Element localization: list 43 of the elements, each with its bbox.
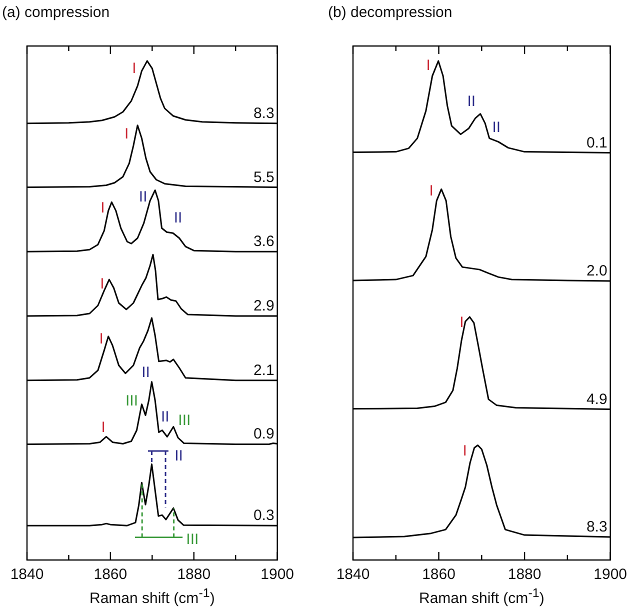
x-tick-label: 1860 xyxy=(94,566,128,584)
x-tick-label: 1880 xyxy=(508,566,542,584)
series-label: 2.9 xyxy=(253,298,274,315)
annotation: I xyxy=(132,60,136,78)
x-tick-label: 1860 xyxy=(422,566,456,584)
x-tick-label: 1900 xyxy=(260,566,294,584)
annotation: I xyxy=(100,276,104,293)
annotation: II xyxy=(174,447,183,464)
chart-title: (a) compression xyxy=(2,4,110,21)
annotation: I xyxy=(124,125,129,142)
annotation: II xyxy=(161,408,170,426)
annotation: I xyxy=(100,199,105,216)
series-label: 4.9 xyxy=(586,390,608,408)
series-label: 2.0 xyxy=(586,262,608,280)
annotation: I xyxy=(101,418,106,436)
annotation: III xyxy=(178,412,191,429)
annotation: II xyxy=(492,118,501,136)
x-tick-label: 1900 xyxy=(594,566,628,584)
annotation: III xyxy=(125,392,138,410)
annotation: II xyxy=(138,188,148,206)
annotation: I xyxy=(426,57,430,74)
annotation: III xyxy=(186,531,199,548)
series-label: 8.3 xyxy=(586,518,608,536)
series-label: 0.1 xyxy=(586,134,608,152)
x-tick-label: 1880 xyxy=(177,566,211,584)
annotation: II xyxy=(142,364,150,381)
series-label: 5.5 xyxy=(253,168,274,186)
annotation: I xyxy=(460,314,464,332)
annotation: I xyxy=(462,442,467,460)
x-axis-title: Raman shift (cm$^{-1}$) xyxy=(88,586,216,607)
annotation: II xyxy=(467,93,476,110)
x-tick-label: 1840 xyxy=(336,566,370,584)
x-axis-title: Raman shift (cm$^{-1}$) xyxy=(418,586,546,607)
series-label: 2.1 xyxy=(253,362,274,379)
annotation: I xyxy=(99,330,104,348)
annotation: I xyxy=(429,182,434,200)
series-label: 3.6 xyxy=(253,233,274,250)
series-label: 0.3 xyxy=(253,507,274,524)
chart-title: (b) decompression xyxy=(328,4,452,21)
x-tick-label: 1840 xyxy=(10,566,44,584)
series-label: 8.3 xyxy=(253,104,274,122)
annotation: II xyxy=(174,209,182,226)
series-label: 0.9 xyxy=(253,425,274,442)
